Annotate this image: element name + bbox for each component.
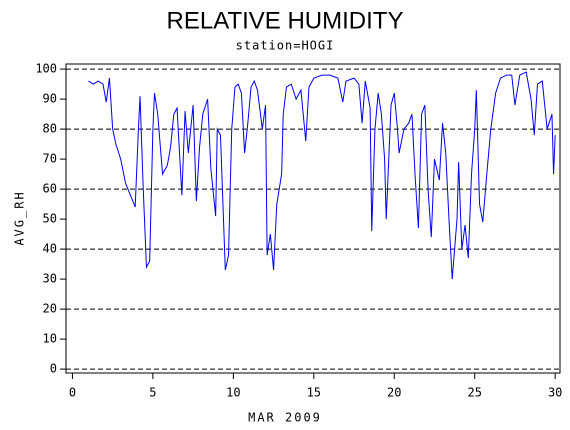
y-tick-label: 90 [43, 92, 57, 106]
y-tick-label: 80 [43, 122, 57, 136]
y-tick-label: 20 [43, 302, 57, 316]
y-tick-label: 40 [43, 242, 57, 256]
x-tick-label: 0 [69, 386, 76, 400]
y-tick-label: 50 [43, 212, 57, 226]
y-tick-label: 10 [43, 332, 57, 346]
chart-title: RELATIVE HUMIDITY [167, 7, 404, 34]
y-axis-label: AVG_RH [13, 190, 27, 245]
y-tick-label: 30 [43, 272, 57, 286]
y-tick-label: 70 [43, 152, 57, 166]
y-tick-label: 0 [50, 362, 57, 376]
x-tick-label: 25 [467, 386, 481, 400]
x-tick-label: 20 [387, 386, 401, 400]
y-tick-label: 100 [35, 62, 57, 76]
x-tick-label: 5 [149, 386, 156, 400]
x-tick-label: 10 [226, 386, 240, 400]
data-line [88, 71, 556, 280]
x-axis-label: MAR 2009 [248, 411, 322, 425]
y-tick-label: 60 [43, 182, 57, 196]
plot-frame [65, 63, 561, 374]
chart-subtitle: station=HOGI [236, 39, 335, 53]
x-tick-label: 15 [307, 386, 321, 400]
x-tick-label: 30 [548, 386, 562, 400]
